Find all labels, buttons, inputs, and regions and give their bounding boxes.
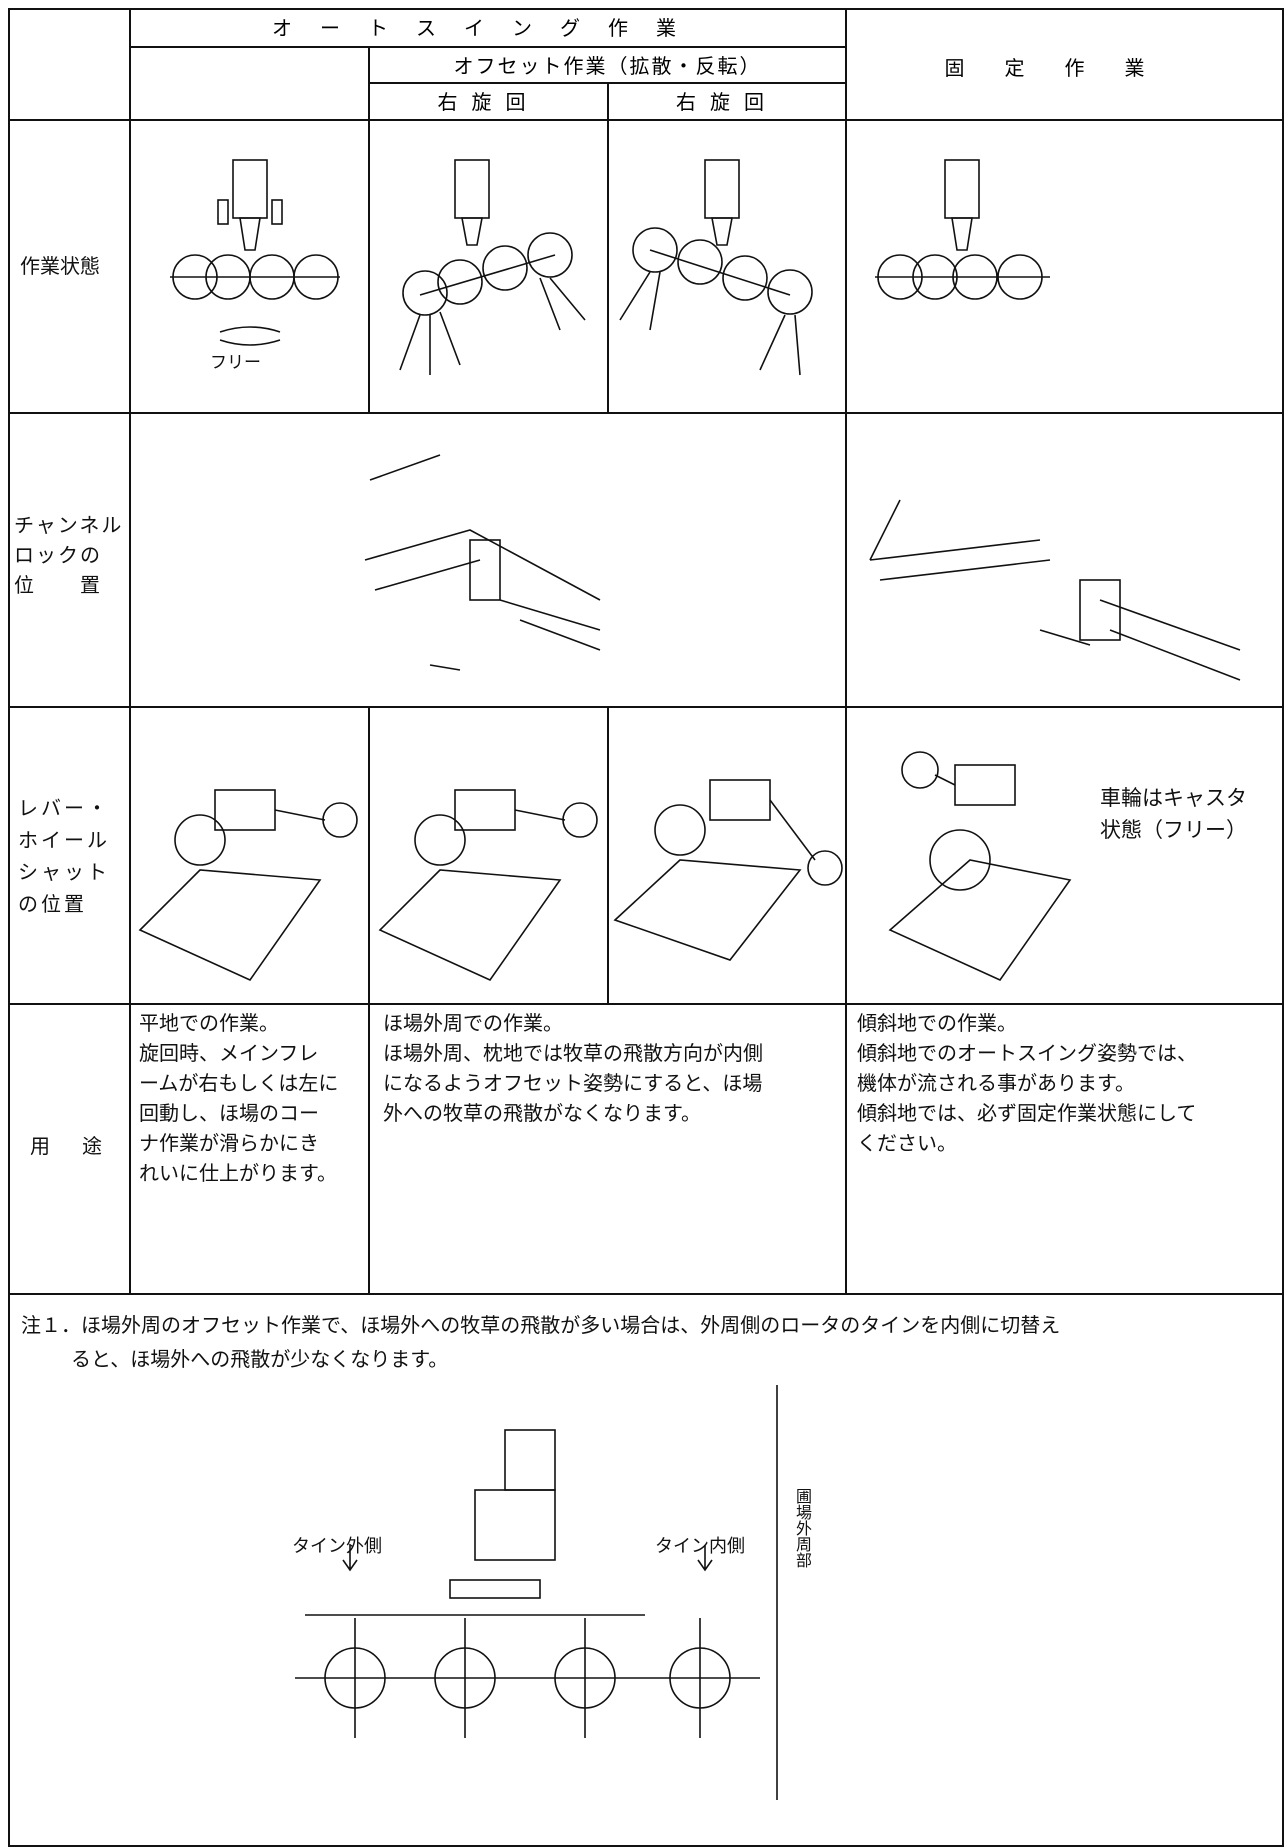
text-line: 機体が流される事があります。 [857,1071,1135,1095]
text-line: 傾斜地でのオートスイング姿勢では、 [857,1041,1197,1065]
text-line: の位置 [18,892,87,916]
usage-perimeter: ほ場外周での作業。ほ場外周、枕地では牧草の飛散方向が内側 になるようオフセット姿勢… [383,1008,763,1128]
header-auto-swing: オートスイング作業 [272,16,704,40]
text-line: 位 置 [14,573,102,597]
row-label: 作業状態 [20,251,100,281]
usage-flat: 平地での作業。旋回時、メインフレ ームが右もしくは左に 回動し、ほ場のコー ナ作業が滑… [139,1008,338,1188]
field-edge-label: 圃場外周部 [793,1488,812,1568]
text-line: ームが右もしくは左に [139,1071,339,1095]
text-line: ほ場外周での作業。 [383,1011,563,1035]
text-line: 平地での作業。 [139,1011,279,1035]
tine-diagram [295,1385,778,1800]
text-line: 傾斜地での作業。 [857,1011,1017,1035]
usage-slope: 傾斜地での作業。傾斜地でのオートスイング姿勢では、 機体が流される事があります。傾… [857,1008,1197,1158]
text-line: ほ場外周、枕地では牧草の飛散方向が内側 [383,1041,763,1065]
text-line: 作業状態 [20,254,100,278]
row-label: チャンネルロックの位 置 [14,510,123,600]
text-line: になるようオフセット姿勢にすると、ほ場 [383,1071,763,1095]
text-line: レバー・ [18,796,110,820]
caster-note: 車輪はキャスタ 状態（フリー） [1100,782,1247,846]
text-line: 回動し、ほ場のコー [139,1101,319,1125]
text-line: ホイール [18,828,110,852]
text-line: ると、ほ場外への飛散が少なくなります。 [71,1347,449,1371]
text-line: ください。 [857,1131,957,1155]
text-line: 注１．ほ場外周のオフセット作業で、ほ場外への牧草の飛散が多い場合は、外周側のロー… [21,1313,1061,1337]
text-line: ロックの [14,543,102,567]
text-line: シャット [18,860,110,884]
lever-illustrations [138,751,1072,982]
text-line: 状態（フリー） [1100,818,1247,842]
text-line: 外への牧草の飛散がなくなります。 [383,1101,701,1125]
header-right-turn: 右旋回 [676,90,778,114]
header-fixed: 固定作業 [944,56,1185,80]
tine-inner-label: タイン内側 [655,1536,745,1557]
row-label: レバー・ホイールシャットの位置 [18,792,110,920]
text-line: 旋回時、メインフレ [139,1041,319,1065]
text-line: 車輪はキャスタ [1100,786,1247,810]
text-line: チャンネル [14,513,124,537]
channel-lock-illustrations [364,454,1241,681]
header-right-turn: 右旋回 [437,90,540,114]
text-line: 用 途 [30,1134,108,1158]
text-line: 傾斜地では、必ず固定作業状態にして [857,1101,1197,1125]
tine-outer-label: タイン外側 [292,1536,382,1557]
note: 注１．ほ場外周のオフセット作業で、ほ場外への牧草の飛散が多い場合は、外周側のロー… [21,1308,1060,1376]
header-offset: オフセット作業（拡散・反転） [453,54,762,78]
row-label: 用 途 [30,1131,108,1161]
text-line: れいに仕上がります。 [139,1161,337,1185]
table-grid [8,8,1284,1847]
work-state-illustrations [170,159,1050,376]
text-line: ナ作業が滑らかにき [139,1131,319,1155]
free-label: フリー [210,353,261,373]
